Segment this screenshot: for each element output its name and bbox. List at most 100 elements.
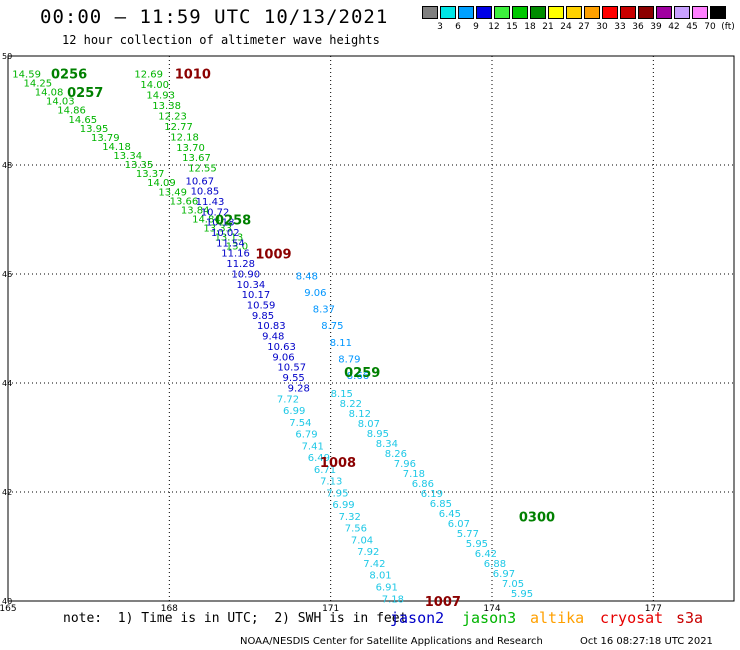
wave-height-value: 6.99 (332, 500, 354, 511)
legend-label: 39 (650, 22, 662, 32)
wave-height-value: 9.06 (304, 288, 326, 299)
legend-swatch (458, 6, 474, 19)
wave-height-value: 13.79 (91, 133, 120, 144)
longitude-label: 171 (322, 604, 339, 614)
wave-height-value: 7.41 (302, 441, 324, 452)
pass-time-label: 0300 (519, 511, 555, 526)
pass-time-label: 1010 (175, 67, 211, 82)
wave-height-value: 12.69 (134, 69, 163, 80)
legend-label: 30 (596, 22, 608, 32)
legend-swatch (620, 6, 636, 19)
wave-height-value: 12.18 (170, 132, 199, 143)
legend-swatch (638, 6, 654, 19)
wave-height-value: 6.91 (376, 583, 398, 594)
wave-height-value: 14.86 (57, 106, 86, 117)
wave-height-value: 12.77 (164, 122, 193, 133)
longitude-label: 165 (0, 604, 17, 614)
wave-height-value: 6.79 (295, 430, 317, 441)
wave-height-value: 13.38 (152, 101, 181, 112)
wave-height-value: 9.55 (283, 373, 305, 384)
wave-height-value: 8.11 (330, 338, 352, 349)
wave-height-value: 6.45 (439, 509, 461, 520)
wave-height-value: 8.01 (369, 571, 391, 582)
wave-height-value: 10.57 (277, 363, 306, 374)
legend-label: 3 (437, 22, 443, 32)
wave-height-value: 8.26 (385, 449, 407, 460)
latitude-label: 40 (2, 597, 12, 606)
wave-height-value: 5.95 (511, 589, 533, 600)
legend-altika: altika (530, 609, 585, 627)
latitude-label: 48 (2, 161, 12, 170)
wave-height-value: 7.13 (320, 477, 342, 488)
wave-height-value: 9.48 (262, 332, 284, 343)
wave-height-value: 13.33 (203, 224, 232, 235)
wave-height-value: 8.75 (321, 321, 343, 332)
legend-label: 45 (686, 22, 698, 32)
legend-jason3: jason3 (462, 609, 517, 627)
wave-height-value: 6.88 (484, 559, 506, 570)
footer-note: note: 1) Time is in UTC; 2) SWH is in fe… (63, 611, 408, 626)
legend-label: 18 (524, 22, 536, 32)
legend-swatch (548, 6, 564, 19)
legend-swatch (530, 6, 546, 19)
wave-height-value: 7.92 (357, 547, 379, 558)
wave-height-value: 13.66 (170, 196, 199, 207)
legend-label: 36 (632, 22, 644, 32)
pass-time-label: 1008 (320, 456, 356, 471)
legend-swatch (422, 6, 438, 19)
legend-label: 15 (506, 22, 518, 32)
wave-height-value: 8.15 (331, 389, 353, 400)
wave-height-value: 5.95 (466, 539, 488, 550)
legend-swatch (440, 6, 456, 19)
legend-swatch (602, 6, 618, 19)
wave-height-value: 7.96 (394, 459, 416, 470)
legend-swatch (710, 6, 726, 19)
wave-height-value: 8.95 (367, 429, 389, 440)
wave-height-value: 7.18 (403, 469, 425, 480)
longitude-label: 168 (161, 604, 178, 614)
longitude-label: 174 (483, 604, 500, 614)
wave-height-value: 10.83 (257, 321, 286, 332)
legend-swatch (692, 6, 708, 19)
latitude-label: 42 (2, 488, 12, 497)
map-title: 00:00 – 11:59 UTC 10/13/2021 (40, 6, 389, 28)
legend-swatch (476, 6, 492, 19)
wave-height-value: 8.22 (340, 399, 362, 410)
wave-height-value: 14.59 (12, 69, 41, 80)
wave-height-value: 10.63 (267, 342, 296, 353)
wave-height-value: 10.90 (231, 269, 260, 280)
legend-swatch (512, 6, 528, 19)
wave-height-value: 13.35 (125, 160, 154, 171)
wave-height-value: 10.85 (191, 187, 220, 198)
wave-height-value: 6.07 (448, 519, 470, 530)
wave-height-value: 7.95 (326, 488, 348, 499)
pass-time-label: 1009 (255, 247, 291, 262)
wave-height-value: 14.00 (140, 80, 169, 91)
wave-height-value: 6.42 (475, 549, 497, 560)
pass-time-label: 0259 (344, 366, 380, 381)
wave-height-value: 10.02 (211, 228, 240, 239)
wave-height-value: 7.05 (502, 579, 524, 590)
wave-height-value: 6.19 (421, 489, 443, 500)
wave-height-value: 11.54 (216, 238, 245, 249)
legend-label: 70 (704, 22, 716, 32)
legend-swatch (656, 6, 672, 19)
wave-height-value: 13.34 (113, 151, 142, 162)
wave-height-value: 7.04 (351, 535, 373, 546)
wave-height-value: 14.18 (102, 142, 131, 153)
pass-time-label: 0256 (51, 67, 87, 82)
pass-time-label: 1007 (425, 595, 461, 610)
longitude-label: 177 (645, 604, 662, 614)
wave-height-value: 8.37 (313, 305, 335, 316)
map-subtitle: 12 hour collection of altimeter wave hei… (62, 33, 380, 47)
wave-height-value: 10.59 (247, 301, 276, 312)
legend-label: 21 (542, 22, 554, 32)
wave-height-value: 8.66 (347, 371, 369, 382)
legend-label: 6 (455, 22, 461, 32)
legend-label: 12 (488, 22, 500, 32)
legend-swatch (494, 6, 510, 19)
wave-height-value: 13.13 (215, 233, 244, 244)
wave-height-value: 7.32 (339, 512, 361, 523)
wave-height-value: 14.93 (146, 90, 175, 101)
